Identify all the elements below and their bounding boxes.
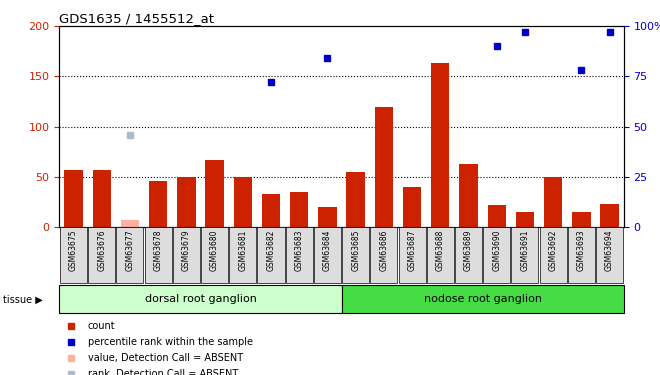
Text: GSM63676: GSM63676 bbox=[97, 230, 106, 272]
Text: GSM63680: GSM63680 bbox=[210, 230, 219, 271]
Bar bbox=[318, 207, 337, 227]
Text: GSM63685: GSM63685 bbox=[351, 230, 360, 271]
Text: dorsal root ganglion: dorsal root ganglion bbox=[145, 294, 257, 304]
FancyBboxPatch shape bbox=[596, 227, 623, 283]
FancyBboxPatch shape bbox=[229, 227, 256, 283]
Bar bbox=[346, 172, 365, 227]
Text: GSM63693: GSM63693 bbox=[577, 230, 586, 272]
Bar bbox=[544, 177, 562, 227]
Text: rank, Detection Call = ABSENT: rank, Detection Call = ABSENT bbox=[88, 369, 238, 375]
FancyBboxPatch shape bbox=[342, 285, 624, 313]
Text: GSM63684: GSM63684 bbox=[323, 230, 332, 271]
FancyBboxPatch shape bbox=[59, 285, 342, 313]
FancyBboxPatch shape bbox=[540, 227, 567, 283]
Text: count: count bbox=[88, 321, 115, 331]
Bar bbox=[403, 187, 421, 227]
Text: GSM63688: GSM63688 bbox=[436, 230, 445, 271]
Text: GSM63678: GSM63678 bbox=[154, 230, 162, 271]
Bar bbox=[572, 212, 591, 227]
Text: GSM63683: GSM63683 bbox=[295, 230, 304, 271]
Text: GSM63675: GSM63675 bbox=[69, 230, 78, 272]
FancyBboxPatch shape bbox=[483, 227, 510, 283]
FancyBboxPatch shape bbox=[286, 227, 313, 283]
Text: GSM63691: GSM63691 bbox=[521, 230, 529, 271]
FancyBboxPatch shape bbox=[116, 227, 143, 283]
Text: GDS1635 / 1455512_at: GDS1635 / 1455512_at bbox=[59, 12, 215, 25]
FancyBboxPatch shape bbox=[145, 227, 172, 283]
Text: GSM63689: GSM63689 bbox=[464, 230, 473, 271]
Bar bbox=[601, 204, 619, 227]
Bar bbox=[121, 220, 139, 227]
FancyBboxPatch shape bbox=[427, 227, 454, 283]
FancyBboxPatch shape bbox=[60, 227, 87, 283]
Bar bbox=[431, 63, 449, 227]
Text: GSM63686: GSM63686 bbox=[379, 230, 388, 271]
FancyBboxPatch shape bbox=[399, 227, 426, 283]
FancyBboxPatch shape bbox=[342, 227, 369, 283]
FancyBboxPatch shape bbox=[314, 227, 341, 283]
Text: GSM63690: GSM63690 bbox=[492, 230, 501, 272]
Text: GSM63681: GSM63681 bbox=[238, 230, 248, 271]
Text: GSM63677: GSM63677 bbox=[125, 230, 135, 272]
Bar bbox=[234, 177, 252, 227]
Bar bbox=[375, 106, 393, 227]
FancyBboxPatch shape bbox=[201, 227, 228, 283]
Text: GSM63687: GSM63687 bbox=[408, 230, 416, 271]
FancyBboxPatch shape bbox=[257, 227, 284, 283]
Text: GSM63694: GSM63694 bbox=[605, 230, 614, 272]
Bar bbox=[262, 194, 280, 227]
Bar bbox=[92, 170, 111, 227]
Bar bbox=[149, 181, 168, 227]
Bar bbox=[64, 170, 82, 227]
FancyBboxPatch shape bbox=[455, 227, 482, 283]
Bar bbox=[205, 160, 224, 227]
Text: nodose root ganglion: nodose root ganglion bbox=[424, 294, 542, 304]
Text: value, Detection Call = ABSENT: value, Detection Call = ABSENT bbox=[88, 353, 243, 363]
FancyBboxPatch shape bbox=[512, 227, 539, 283]
Text: percentile rank within the sample: percentile rank within the sample bbox=[88, 337, 253, 347]
FancyBboxPatch shape bbox=[88, 227, 116, 283]
Text: GSM63692: GSM63692 bbox=[548, 230, 558, 271]
Bar bbox=[488, 205, 506, 227]
Text: tissue ▶: tissue ▶ bbox=[3, 295, 43, 305]
FancyBboxPatch shape bbox=[370, 227, 397, 283]
Text: GSM63679: GSM63679 bbox=[182, 230, 191, 272]
Text: GSM63682: GSM63682 bbox=[267, 230, 275, 271]
FancyBboxPatch shape bbox=[568, 227, 595, 283]
Bar bbox=[459, 164, 478, 227]
FancyBboxPatch shape bbox=[173, 227, 200, 283]
Bar bbox=[177, 177, 195, 227]
Bar bbox=[290, 192, 308, 227]
Bar bbox=[515, 212, 534, 227]
